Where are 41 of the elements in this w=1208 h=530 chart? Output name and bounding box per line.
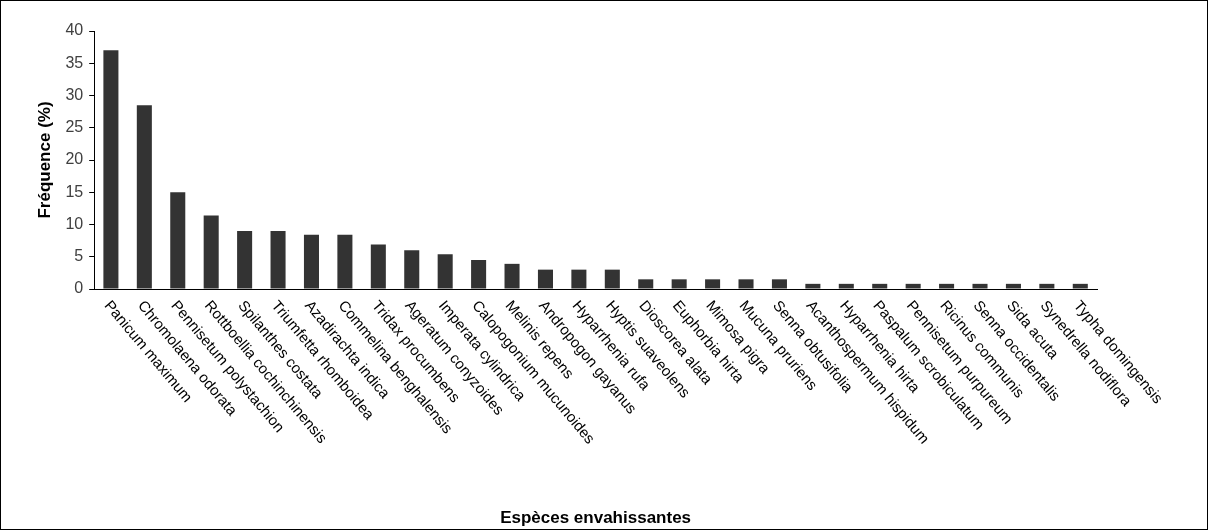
- bar: [1005, 283, 1021, 289]
- bar: [170, 192, 186, 289]
- y-tick-label: 10: [65, 214, 84, 232]
- x-axis-title: Espèces envahissantes: [500, 508, 692, 528]
- bar: [604, 269, 620, 289]
- bar: [972, 283, 988, 289]
- bar: [771, 279, 787, 289]
- bar: [939, 283, 955, 289]
- bar: [504, 263, 520, 289]
- bar: [303, 234, 319, 289]
- bar: [838, 283, 854, 289]
- bar: [370, 244, 386, 289]
- bar: [671, 279, 687, 289]
- bar: [1072, 283, 1088, 289]
- bar: [705, 279, 721, 289]
- bar: [103, 50, 119, 289]
- bar: [905, 283, 921, 289]
- bar: [136, 105, 152, 289]
- bar: [638, 279, 654, 289]
- bar: [270, 230, 286, 289]
- y-tick-label: 0: [74, 279, 84, 297]
- bar: [404, 250, 420, 289]
- bar: [738, 279, 754, 289]
- bar: [537, 269, 553, 289]
- y-tick-label: 5: [74, 247, 84, 265]
- y-tick-label: 30: [65, 85, 84, 103]
- bar: [571, 269, 587, 289]
- bar: [337, 234, 353, 289]
- bar: [1039, 283, 1055, 289]
- y-tick-label: 40: [65, 21, 84, 39]
- y-tick-label: 20: [65, 150, 84, 168]
- bar: [872, 283, 888, 289]
- bar: [805, 283, 821, 289]
- y-tick-label: 35: [65, 53, 84, 71]
- bar: [203, 215, 219, 289]
- y-tick-label: 15: [65, 182, 84, 200]
- bar: [237, 230, 253, 289]
- bar: [437, 254, 453, 289]
- y-tick-label: 25: [65, 118, 84, 136]
- bar: [471, 259, 487, 289]
- y-axis-title: Fréquence (%): [34, 101, 54, 219]
